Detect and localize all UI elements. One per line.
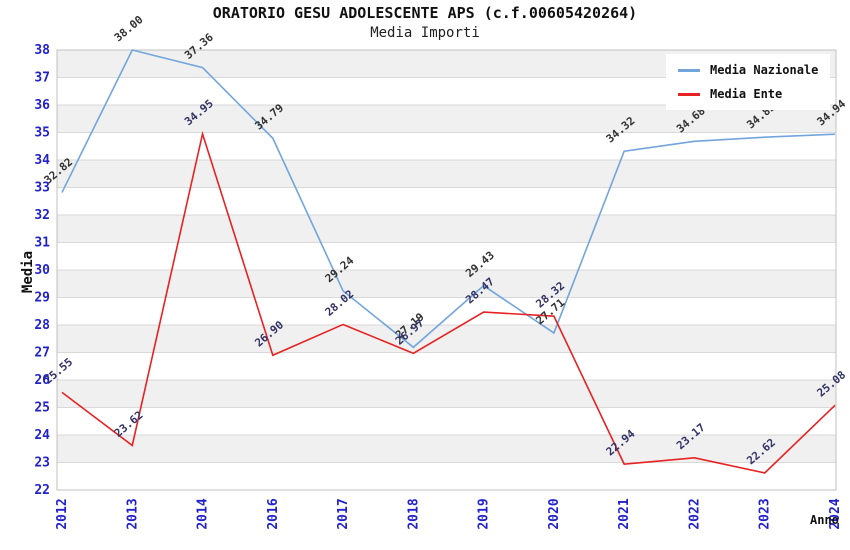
x-tick-label: 2021 — [617, 498, 632, 529]
legend-line-marker-blue — [678, 68, 700, 72]
grid-band — [57, 297, 836, 325]
grid-band — [57, 242, 836, 270]
grid-band — [57, 352, 836, 380]
legend-item-media-ente: Media Ente — [678, 87, 818, 101]
grid-band — [57, 407, 836, 435]
series-line-media-ente — [61, 130, 836, 474]
y-tick-label: 23 — [34, 456, 50, 471]
grid-band — [57, 132, 836, 160]
x-tick-label: 2013 — [125, 498, 140, 529]
x-tick-label: 2017 — [336, 498, 351, 529]
y-tick-label: 22 — [34, 483, 50, 498]
grid-band — [57, 435, 836, 463]
y-tick-label: 31 — [34, 236, 50, 251]
x-tick-label: 2018 — [406, 498, 421, 529]
x-tick-label: 2012 — [55, 498, 70, 529]
x-tick-label: 2023 — [758, 498, 773, 529]
legend: Media Nazionale Media Ente — [666, 54, 831, 110]
grid-band — [57, 187, 836, 215]
y-axis-title: Media — [20, 250, 36, 294]
legend-label: Media Ente — [710, 87, 783, 101]
x-tick-label: 2014 — [196, 498, 211, 529]
y-tick-label: 24 — [34, 428, 50, 443]
legend-item-media-nazionale: Media Nazionale — [678, 63, 818, 77]
chart-title: ORATORIO GESU ADOLESCENTE APS (c.f.00605… — [212, 4, 638, 22]
y-tick-label: 27 — [34, 346, 50, 361]
y-tick-label: 30 — [34, 263, 50, 278]
plot-border — [56, 49, 837, 491]
grid-band — [57, 325, 836, 353]
y-tick-label: 38 — [34, 43, 50, 58]
y-tick-label: 36 — [34, 98, 50, 113]
grid-band — [57, 160, 836, 188]
x-tick-label: 2020 — [547, 498, 562, 529]
y-tick-label: 37 — [34, 71, 50, 86]
y-tick-label: 25 — [34, 401, 50, 416]
grid-band — [57, 462, 836, 490]
y-tick-label: 35 — [34, 126, 50, 141]
series-line-media-nazionale — [61, 49, 836, 349]
grid-band — [57, 380, 836, 408]
grid-band — [57, 270, 836, 298]
y-tick-label: 34 — [34, 153, 50, 168]
x-tick-label: 2016 — [266, 498, 281, 529]
grid-band — [57, 215, 836, 243]
x-axis-title: Anno — [810, 513, 839, 527]
legend-label: Media Nazionale — [710, 63, 819, 77]
legend-line-marker-red — [678, 92, 700, 96]
y-tick-label: 26 — [34, 373, 50, 388]
x-tick-label: 2019 — [477, 498, 492, 529]
x-tick-label: 2022 — [687, 498, 702, 529]
y-tick-label: 29 — [34, 291, 50, 306]
y-tick-label: 32 — [34, 208, 50, 223]
chart-subtitle: Media Importi — [370, 25, 480, 41]
y-tick-label: 33 — [34, 181, 50, 196]
y-tick-label: 28 — [34, 318, 50, 333]
x-tick-label: 2024 — [828, 498, 843, 529]
